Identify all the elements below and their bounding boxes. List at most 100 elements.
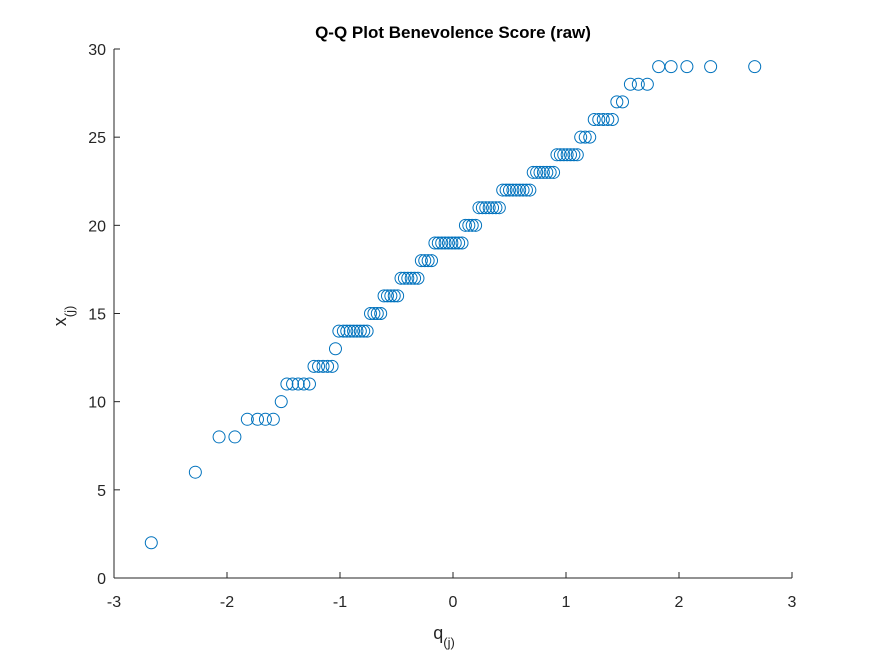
data-point <box>452 236 466 250</box>
data-point <box>540 165 554 179</box>
data-point <box>530 165 544 179</box>
data-point <box>291 377 305 391</box>
data-point <box>458 218 472 232</box>
data-point <box>536 165 550 179</box>
data-point <box>631 77 645 91</box>
data-point <box>543 165 557 179</box>
y-tick-label: 0 <box>97 571 106 588</box>
data-point <box>547 165 561 179</box>
y-tick-label: 30 <box>88 42 106 59</box>
data-point <box>394 271 408 285</box>
x-tick-label: -2 <box>220 594 234 611</box>
data-point <box>374 307 388 320</box>
data-point <box>492 201 506 215</box>
data-point <box>364 307 378 320</box>
data-point <box>680 60 694 74</box>
data-point <box>499 183 513 197</box>
data-point <box>441 236 455 250</box>
y-tick-label: 5 <box>97 483 106 500</box>
data-point <box>567 148 581 162</box>
y-tick-label: 25 <box>88 130 106 147</box>
data-point <box>401 271 415 285</box>
data-point <box>387 289 401 303</box>
data-point <box>462 218 476 232</box>
data-point <box>596 113 610 127</box>
x-axis-label: q(j) <box>433 623 455 650</box>
data-point <box>748 60 762 74</box>
data-point <box>350 324 364 338</box>
data-point <box>469 218 483 232</box>
data-point <box>321 359 335 373</box>
data-point <box>316 359 330 373</box>
data-point <box>251 412 265 426</box>
data-point <box>336 324 350 338</box>
data-point <box>280 377 294 391</box>
data-point <box>404 271 418 285</box>
data-point <box>408 271 422 285</box>
data-point <box>570 148 584 162</box>
data-point <box>533 165 547 179</box>
data-point <box>228 430 242 444</box>
data-point <box>425 254 439 268</box>
data-point <box>343 324 357 338</box>
data-point <box>553 148 567 162</box>
data-point <box>616 95 629 109</box>
data-point <box>435 236 449 250</box>
y-axis-label: x(j) <box>50 306 77 327</box>
data-point <box>421 254 435 268</box>
data-point <box>397 271 411 285</box>
data-point <box>583 130 597 144</box>
x-tick-label: 3 <box>788 594 797 611</box>
data-point <box>266 412 280 426</box>
data-point <box>360 324 374 338</box>
y-axis-label-sub: (j) <box>62 306 77 318</box>
data-point <box>465 218 479 232</box>
data-point <box>574 130 588 144</box>
data-point <box>587 113 601 127</box>
x-axis-label-main: q <box>433 623 443 643</box>
y-axis-label-main: x <box>50 317 70 326</box>
data-point <box>438 236 452 250</box>
data-point <box>332 324 346 338</box>
data-point <box>307 359 321 373</box>
data-point <box>509 183 523 197</box>
data-point <box>144 536 158 550</box>
data-point <box>496 183 510 197</box>
data-point <box>526 165 540 179</box>
x-tick-label: -1 <box>333 594 347 611</box>
y-ticks: 0 5 10 15 20 25 30 <box>88 42 120 588</box>
data-point <box>506 183 520 197</box>
data-point <box>274 395 288 409</box>
data-point <box>601 113 615 127</box>
data-point <box>557 148 571 162</box>
y-tick-label: 15 <box>88 307 106 324</box>
y-tick-label: 10 <box>88 395 106 412</box>
data-point <box>610 95 624 109</box>
data-point <box>482 201 496 215</box>
data-point <box>240 412 254 426</box>
data-point <box>302 377 316 391</box>
data-point <box>455 236 469 250</box>
data-points <box>144 60 762 550</box>
data-point <box>367 307 381 320</box>
data-point <box>560 148 574 162</box>
x-tick-label: 0 <box>449 594 458 611</box>
data-point <box>516 183 530 197</box>
data-point <box>479 201 493 215</box>
data-point <box>664 60 678 74</box>
data-point <box>328 342 342 356</box>
data-point <box>605 113 619 127</box>
data-point <box>418 254 432 268</box>
x-tick-label: -3 <box>107 594 121 611</box>
data-point <box>445 236 459 250</box>
x-tick-label: 1 <box>562 594 571 611</box>
data-point <box>297 377 311 391</box>
data-point <box>489 201 503 215</box>
data-point <box>564 148 578 162</box>
data-point <box>414 254 428 268</box>
data-point <box>353 324 367 338</box>
data-point <box>623 77 637 91</box>
data-point <box>486 201 500 215</box>
